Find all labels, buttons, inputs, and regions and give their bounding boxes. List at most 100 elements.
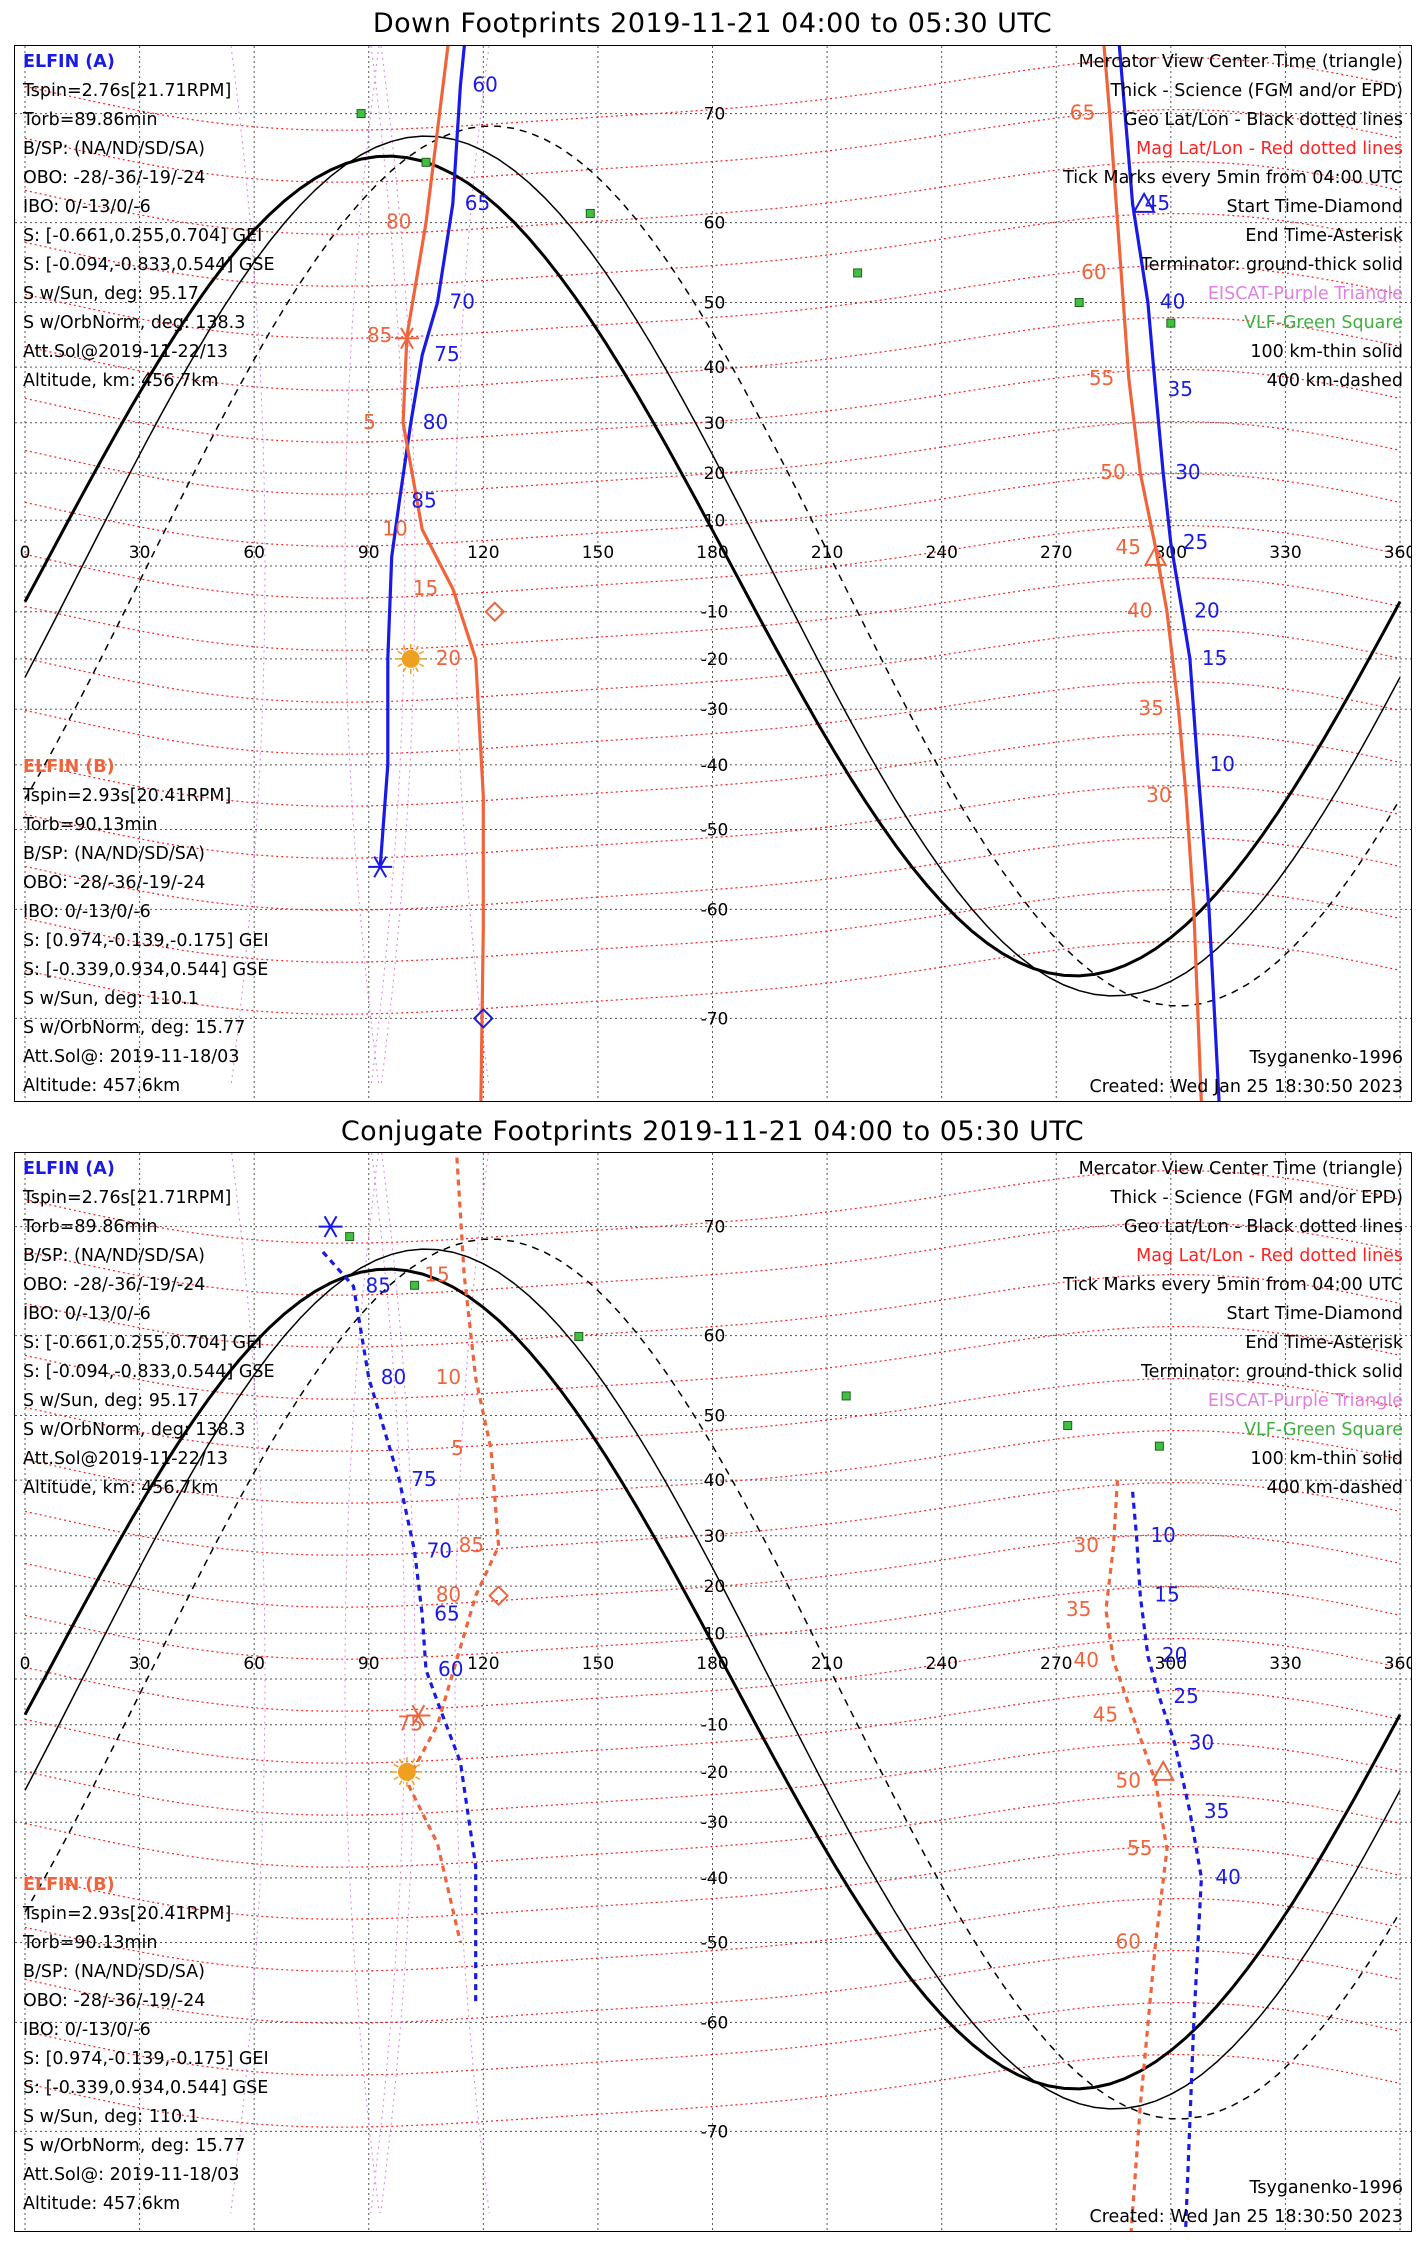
sun-position-icon	[393, 1763, 399, 1768]
map-frame: 0 30 60 90 120 150 180 210 240 270 300 330 360 70 60 50…	[14, 1152, 1412, 2232]
sat-a-line: S w/OrbNorm, deg: 138.3	[23, 1420, 246, 1440]
mag-latitude-line	[24, 1793, 1401, 1868]
legend-line: Mercator View Center Time (triangle)	[1078, 52, 1403, 72]
sat-b-tick-label: 55	[1127, 1836, 1152, 1860]
sun-position-icon	[415, 667, 419, 673]
map-canvas: 0306090120150180210240270300330360706050…	[15, 46, 1411, 1101]
latitude-tick-label: -60	[701, 2013, 729, 2033]
longitude-tick-label: 150	[582, 543, 614, 563]
mag-latitude-line	[24, 628, 1401, 703]
sat-b-tick-label: 15	[424, 1262, 449, 1286]
sat-a-name: ELFIN (A)	[23, 1159, 115, 1179]
legend-line: VLF-Green Square	[1244, 313, 1403, 333]
sat-a-tick-label: 60	[438, 1657, 463, 1681]
sat-b-track	[1104, 1480, 1169, 2231]
longitude-tick-label: 120	[467, 1654, 499, 1674]
sun-position-icon	[411, 1780, 416, 1786]
mag-latitude-line	[24, 1741, 1401, 1816]
sat-a-tick-label: 20	[1194, 599, 1219, 623]
vlf-station-square	[1063, 1421, 1073, 1431]
sat-b-line: Tspin=2.93s[20.41RPM]	[23, 786, 232, 806]
sat-b-tick-label: 5	[363, 410, 376, 434]
mag-latitude-line	[24, 2001, 1401, 2076]
sat-b-tick-label: 55	[1089, 366, 1114, 390]
sat-a-tick-label: 10	[1150, 1523, 1175, 1547]
sat-b-tick-label: 80	[436, 1583, 461, 1607]
legend-line: Mag Lat/Lon - Red dotted lines	[1136, 1246, 1403, 1266]
longitude-tick-label: 0	[20, 1654, 31, 1674]
sat-a-line: OBO: -28/-36/-19/-24	[23, 168, 206, 188]
down-footprints-panel: Down Footprints 2019-11-21 04:00 to 05:3…	[0, 0, 1425, 1112]
latitude-tick-label: 10	[704, 511, 726, 531]
latitude-tick-label: 70	[704, 105, 726, 125]
mag-latitude-line	[24, 108, 1401, 183]
sat-b-tick-label: 35	[1138, 696, 1163, 720]
sun-position-icon	[419, 663, 425, 668]
sat-b-tick-label: 60	[1081, 260, 1106, 284]
legend-line: 100 km-thin solid	[1250, 1449, 1403, 1469]
sat-a-line: B/SP: (NA/ND/SD/SA)	[23, 139, 205, 159]
sat-b-line: S: [-0.339,0.934,0.544] GSE	[23, 960, 269, 980]
sat-b-tick-label: 50	[1100, 460, 1125, 484]
sat-a-tick-label: 65	[465, 191, 490, 215]
sat-a-tick-label: 25	[1183, 530, 1208, 554]
mag-latitude-line	[24, 1897, 1401, 1972]
start-diamond	[488, 1585, 510, 1607]
sat-b-tick-label: 15	[413, 576, 438, 600]
legend-line: Terminator: ground-thick solid	[1140, 1362, 1403, 1382]
longitude-tick-label: 60	[243, 1654, 265, 1674]
latitude-tick-label: -10	[701, 603, 729, 623]
latitude-tick-label: -50	[701, 820, 729, 840]
sat-a-line: S w/Sun, deg: 95.17	[23, 1391, 199, 1411]
longitude-tick-label: 240	[925, 543, 957, 563]
mag-longitude-line	[380, 1153, 416, 2214]
sat-b-tick-label: 60	[1116, 1929, 1141, 1953]
latitude-tick-label: -30	[701, 1813, 729, 1833]
sat-a-line: S: [-0.094,-0.833,0.544] GSE	[23, 255, 275, 275]
longitude-tick-label: 360	[1384, 1654, 1411, 1674]
longitude-tick-label: 210	[811, 1654, 843, 1674]
mag-latitude-line	[24, 1377, 1401, 1452]
sat-b-tick-label: 10	[436, 1365, 461, 1389]
sat-a-line: Torb=89.86min	[23, 1217, 158, 1237]
mag-longitude-line	[230, 46, 266, 1087]
mag-latitude-line	[24, 1949, 1401, 2024]
terminator-curve	[24, 135, 1401, 997]
vlf-station-square	[853, 268, 863, 278]
longitude-tick-label: 150	[582, 1654, 614, 1674]
mag-latitude-line	[24, 56, 1401, 131]
sat-b-line: Att.Sol@: 2019-11-18/03	[23, 1047, 240, 1067]
start-diamond	[484, 601, 506, 623]
latitude-tick-label: -70	[701, 1009, 729, 1029]
sat-b-line: S: [-0.339,0.934,0.544] GSE	[23, 2078, 269, 2098]
mag-longitude-line	[454, 46, 490, 1087]
sat-b-info: ELFIN (B) Tspin=2.93s[20.41RPM] Torb=90.…	[23, 1871, 269, 2219]
mag-latitude-line	[24, 1585, 1401, 1660]
latitude-tick-label: -50	[701, 1933, 729, 1953]
sat-a-line: S: [-0.661,0.255,0.704] GEI	[23, 1333, 263, 1353]
legend-line: Thick - Science (FGM and/or EPD)	[1110, 81, 1403, 101]
sat-a-line: Altitude, km: 456.7km	[23, 371, 219, 391]
latitude-tick-label: 20	[704, 464, 726, 484]
sat-a-tick-label: 80	[423, 410, 448, 434]
sat-b-line: Altitude: 457.6km	[23, 2194, 181, 2214]
legend-line: Mag Lat/Lon - Red dotted lines	[1136, 139, 1403, 159]
vlf-station-square	[410, 1280, 420, 1290]
legend-line: Tick Marks every 5min from 04:00 UTC	[1063, 1275, 1403, 1295]
model-label: Tsyganenko-1996	[1249, 2178, 1403, 2198]
sat-a-tick-label: 70	[427, 1538, 452, 1562]
sat-b-line: Att.Sol@: 2019-11-18/03	[23, 2165, 240, 2185]
legend-line: Tick Marks every 5min from 04:00 UTC	[1063, 168, 1403, 188]
sat-b-track	[401, 46, 485, 1101]
vlf-station-square	[574, 1331, 584, 1341]
terminator-curve	[24, 125, 1401, 1007]
sat-b-line: S: [0.974,-0.139,-0.175] GEI	[23, 931, 269, 951]
latitude-tick-label: -20	[701, 1763, 729, 1783]
mag-latitude-line	[24, 888, 1401, 963]
mag-latitude-line	[24, 264, 1401, 339]
sat-b-line: Torb=90.13min	[23, 815, 158, 835]
sat-a-line: OBO: -28/-36/-19/-24	[23, 1275, 206, 1295]
longitude-tick-label: 300	[1155, 1654, 1187, 1674]
mag-latitude-line	[24, 2053, 1401, 2128]
map-legend: Mercator View Center Time (triangle) Thi…	[1063, 48, 1403, 396]
